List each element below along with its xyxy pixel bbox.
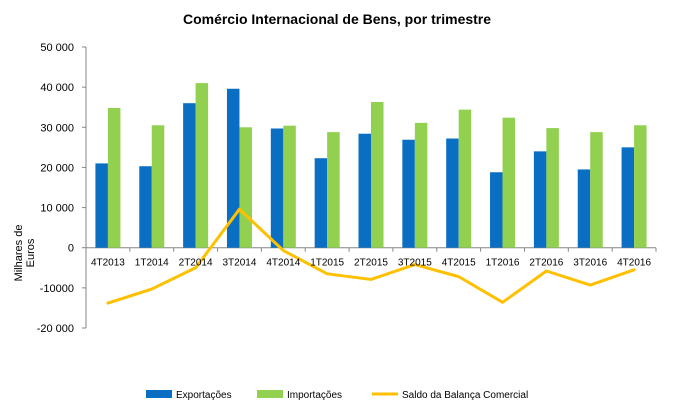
- x-tick-label: 3T2015: [398, 258, 432, 269]
- x-tick-label: 4T2015: [442, 258, 476, 269]
- y-axis-label-line: Milhares de: [13, 225, 25, 282]
- x-tick-label: 1T2015: [310, 258, 344, 269]
- x-tick-label: 3T2016: [573, 258, 607, 269]
- bar-exportacoes: [533, 151, 547, 248]
- bar-exportacoes: [226, 88, 240, 248]
- bar-importacoes: [458, 109, 472, 248]
- x-tick-label: 4T2013: [91, 258, 125, 269]
- y-axis-label: Milhares deEuros: [13, 225, 37, 282]
- line-saldo-balanca: [106, 207, 636, 305]
- legend-label: Importações: [287, 390, 342, 401]
- x-tick-label: 4T2016: [617, 258, 651, 269]
- bar-importacoes: [107, 108, 121, 248]
- bar-importacoes: [195, 83, 209, 248]
- balance-line: [106, 207, 636, 305]
- bar-importacoes: [414, 122, 428, 248]
- y-tick-label: 50 000: [40, 42, 74, 54]
- bar-exportacoes: [446, 138, 459, 248]
- bars: [95, 83, 647, 248]
- bar-importacoes: [371, 101, 384, 248]
- bar-importacoes: [327, 132, 340, 248]
- y-tick-label: 30 000: [40, 122, 74, 134]
- bar-exportacoes: [95, 163, 108, 248]
- legend-label: Exportações: [176, 390, 232, 401]
- bar-exportacoes: [490, 172, 503, 248]
- bar-exportacoes: [270, 128, 284, 248]
- x-tick-label: 2T2016: [529, 258, 563, 269]
- bar-exportacoes: [314, 158, 328, 248]
- y-tick-label: -20 000: [37, 323, 74, 335]
- x-tick-label: 2T2014: [179, 258, 213, 269]
- legend-swatch: [257, 390, 283, 398]
- bar-exportacoes: [139, 166, 152, 248]
- bar-importacoes: [151, 125, 165, 248]
- bar-importacoes: [239, 127, 252, 248]
- bar-exportacoes: [358, 133, 371, 248]
- bar-importacoes: [590, 132, 603, 248]
- axes: 50 000 40 000 30 000 20 000 10 000 0 -10000 -20…: [37, 42, 657, 335]
- y-tick-label: 20 000: [40, 162, 74, 174]
- x-tick-label: 2T2015: [354, 258, 388, 269]
- y-axis-label-group: Milhares deEuros: [13, 225, 37, 282]
- category-labels: 4T2013 1T2014 2T2014 3T2014 4T2014 1T2015 2T20…: [91, 258, 652, 269]
- y-tick-label: -10000: [40, 283, 74, 295]
- legend: Exportações Importações Saldo da Balança C…: [146, 390, 528, 401]
- bar-importacoes: [502, 117, 516, 248]
- bar-importacoes: [634, 125, 647, 248]
- bar-exportacoes: [402, 139, 415, 248]
- bar-exportacoes: [577, 169, 591, 248]
- bar-importacoes: [283, 125, 296, 248]
- bar-exportacoes: [621, 147, 635, 248]
- y-axis-label-line: Euros: [25, 238, 37, 267]
- legend-swatch: [146, 390, 172, 398]
- y-tick-label: 10 000: [40, 203, 74, 215]
- x-tick-label: 3T2014: [223, 258, 257, 269]
- bar-exportacoes: [183, 103, 196, 248]
- x-tick-label: 1T2016: [486, 258, 520, 269]
- legend-label: Saldo da Balança Comercial: [402, 390, 528, 401]
- x-tick-label: 4T2014: [266, 258, 300, 269]
- chart-title: Comércio Internacional de Bens, por trim…: [183, 11, 491, 27]
- bar-importacoes: [546, 128, 559, 248]
- x-tick-label: 1T2014: [135, 258, 169, 269]
- y-tick-label: 40 000: [40, 82, 74, 94]
- y-tick-label: 0: [68, 243, 74, 255]
